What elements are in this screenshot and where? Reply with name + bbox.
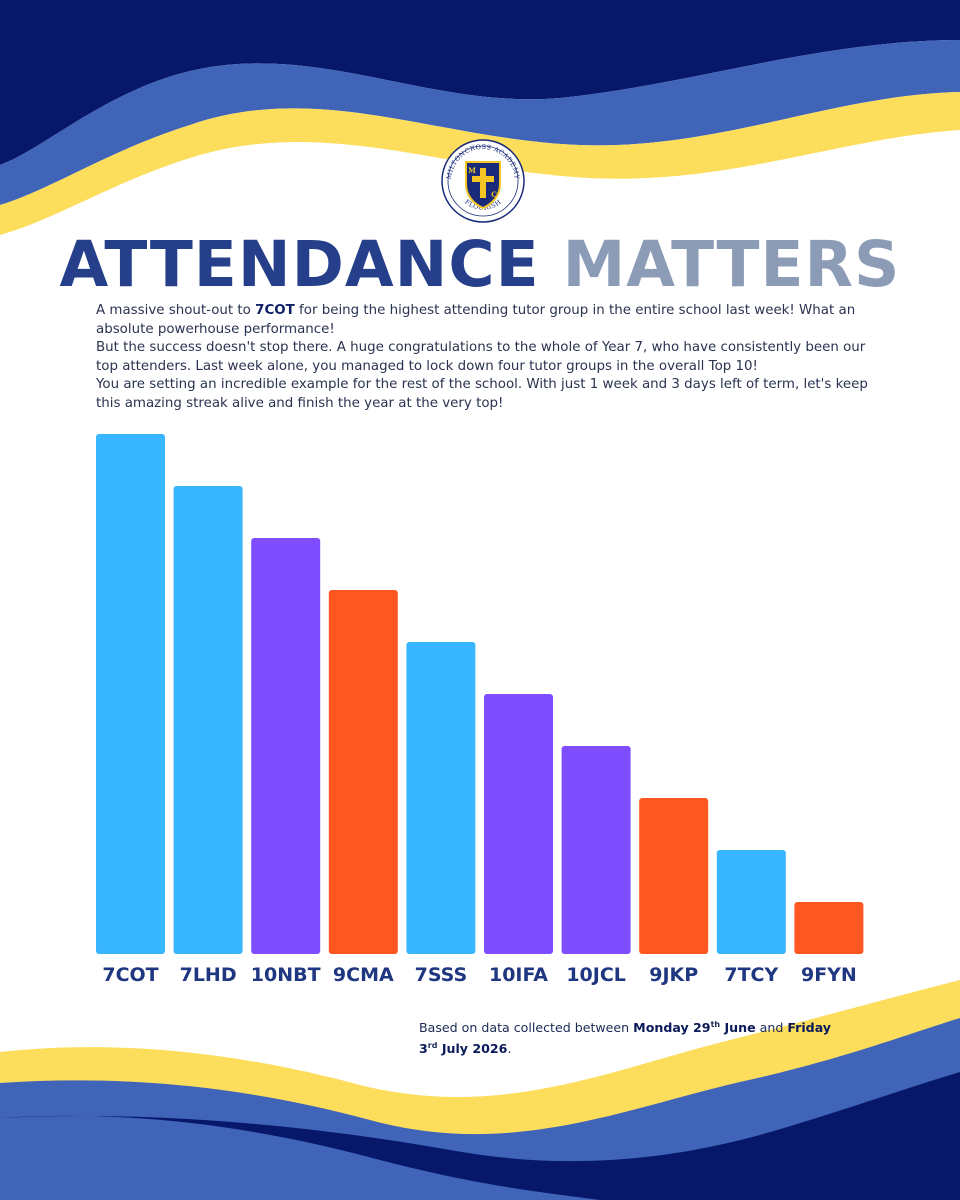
- bar-9fyn: [794, 902, 864, 954]
- intro-paragraph-2: But the success doesn't stop there. A hu…: [96, 340, 866, 374]
- bar-label-7cot: 7COT: [102, 964, 158, 986]
- bar-label-9jkp: 9JKP: [649, 964, 698, 986]
- bar-label-7lhd: 7LHD: [180, 964, 237, 986]
- bar-label-9fyn: 9FYN: [801, 964, 857, 986]
- crest-letter-m: M: [468, 166, 476, 175]
- top-navy-wave: [0, 0, 960, 165]
- bar-7lhd: [173, 486, 243, 954]
- crest-cross: [472, 168, 494, 198]
- bar-label-10ifa: 10IFA: [489, 964, 548, 986]
- bar-7sss: [406, 642, 476, 954]
- data-footnote: Based on data collected between Monday 2…: [419, 1020, 832, 1057]
- bar-label-10nbt: 10NBT: [251, 964, 321, 986]
- bar-7tcy: [716, 850, 786, 954]
- bar-label-9cma: 9CMA: [333, 964, 394, 986]
- intro-text: A massive shout-out to 7COT for being th…: [96, 302, 876, 414]
- intro-paragraph-1: A massive shout-out to 7COT for being th…: [96, 303, 856, 337]
- title-part-2: MATTERS: [562, 228, 901, 301]
- intro-paragraph-3: You are setting an incredible example fo…: [96, 377, 868, 411]
- crest-letter-c: C: [491, 190, 497, 199]
- bar-7cot: [96, 434, 165, 954]
- bar-10jcl: [561, 746, 631, 954]
- bottom-navy-wave: [0, 1072, 960, 1200]
- bar-10ifa: [484, 694, 553, 954]
- bar-9cma: [328, 590, 398, 954]
- school-crest-icon: MILTONCROSS ACADEMY FLOURISH M C: [441, 139, 525, 223]
- bar-label-10jcl: 10JCL: [566, 964, 626, 986]
- title-part-1: ATTENDANCE: [59, 228, 540, 301]
- bar-10nbt: [251, 538, 321, 954]
- bar-label-7sss: 7SSS: [415, 964, 468, 986]
- page-title: ATTENDANCE MATTERS: [0, 224, 960, 306]
- bar-9jkp: [639, 798, 709, 954]
- attendance-bar-chart: 7COT 7LHD 10NBT 9CMA 7SSS 10IFA 10JCL 9JKP 7TCY 9…: [96, 434, 864, 986]
- bar-label-7tcy: 7TCY: [724, 964, 778, 986]
- highlight-7cot: 7COT: [255, 303, 295, 318]
- top-blue-wave: [0, 40, 960, 205]
